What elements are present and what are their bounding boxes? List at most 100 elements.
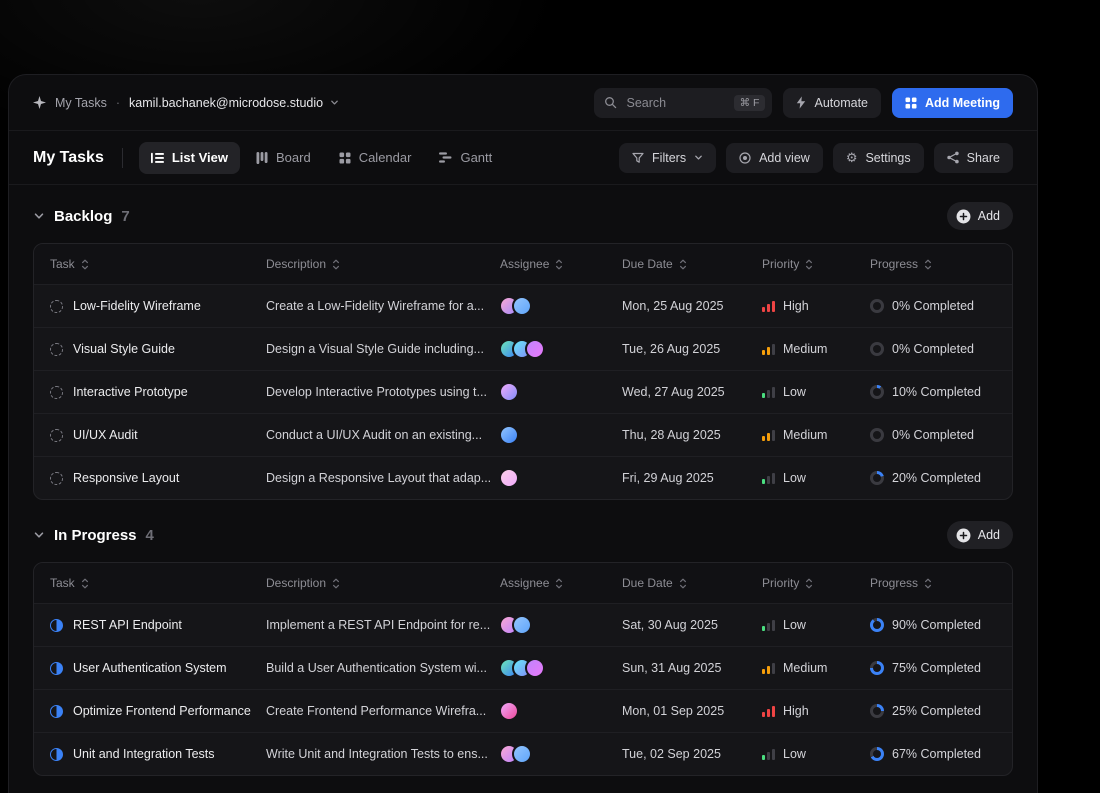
table-row[interactable]: REST API Endpoint Implement a REST API E… bbox=[34, 603, 1012, 646]
automate-button[interactable]: Automate bbox=[783, 87, 881, 118]
table-row[interactable]: Interactive Prototype Develop Interactiv… bbox=[34, 370, 1012, 413]
share-icon bbox=[946, 151, 959, 164]
table-header-row: Task Description Assignee Due Date Priority P… bbox=[34, 563, 1012, 603]
section-collapse-chevron-icon[interactable] bbox=[33, 210, 45, 222]
filters-label: Filters bbox=[652, 150, 687, 165]
progress-ring-icon bbox=[870, 618, 884, 632]
column-header-assignee[interactable]: Assignee bbox=[500, 257, 622, 271]
section-count: 7 bbox=[121, 207, 130, 225]
funnel-icon bbox=[632, 152, 644, 164]
progress-ring-icon bbox=[870, 385, 884, 399]
add-meeting-label: Add Meeting bbox=[925, 95, 1000, 110]
priority-icon bbox=[762, 705, 775, 717]
share-button[interactable]: Share bbox=[933, 142, 1013, 173]
tab-label: Board bbox=[275, 150, 311, 165]
progress-ring-icon bbox=[870, 661, 884, 675]
progress-label: 0% Completed bbox=[892, 342, 974, 356]
add-view-button[interactable]: Add view bbox=[726, 142, 823, 173]
gantt-icon bbox=[439, 152, 452, 163]
due-date: Sat, 30 Aug 2025 bbox=[622, 618, 718, 632]
column-header-due-date[interactable]: Due Date bbox=[622, 257, 762, 271]
board-icon bbox=[256, 151, 268, 164]
table-row[interactable]: Responsive Layout Design a Responsive La… bbox=[34, 456, 1012, 499]
settings-button[interactable]: ⚙ Settings bbox=[832, 142, 924, 173]
progress-ring-icon bbox=[870, 747, 884, 761]
column-header-task[interactable]: Task bbox=[50, 576, 266, 590]
search-input[interactable] bbox=[624, 94, 727, 111]
progress-ring-icon bbox=[870, 704, 884, 718]
filters-button[interactable]: Filters bbox=[619, 142, 717, 173]
task-name: User Authentication System bbox=[73, 661, 227, 675]
tab-gantt[interactable]: Gantt bbox=[427, 142, 504, 174]
table-row[interactable]: Unit and Integration Tests Write Unit an… bbox=[34, 732, 1012, 775]
task-description: Create Frontend Performance Wirefra... bbox=[266, 704, 487, 718]
section-count: 4 bbox=[145, 526, 154, 544]
column-header-priority[interactable]: Priority bbox=[762, 257, 870, 271]
table-row[interactable]: Optimize Frontend Performance Create Fro… bbox=[34, 689, 1012, 732]
progress-ring-icon bbox=[870, 428, 884, 442]
progress-ring-icon bbox=[870, 342, 884, 356]
tab-list-view[interactable]: List View bbox=[138, 141, 240, 174]
table-row[interactable]: Low-Fidelity Wireframe Create a Low-Fide… bbox=[34, 284, 1012, 327]
task-name: Interactive Prototype bbox=[73, 385, 188, 399]
sort-icon bbox=[81, 578, 89, 589]
plus-circle-icon bbox=[956, 528, 971, 543]
column-header-task[interactable]: Task bbox=[50, 257, 266, 271]
section-add-button[interactable]: Add bbox=[946, 202, 1013, 230]
column-header-description[interactable]: Description bbox=[266, 576, 500, 590]
priority-icon bbox=[762, 619, 775, 631]
due-date: Wed, 27 Aug 2025 bbox=[622, 385, 725, 399]
assignee-avatars bbox=[499, 701, 622, 721]
priority-label: Medium bbox=[783, 342, 828, 356]
task-section: In Progress 4 Add Task Description Assigne… bbox=[33, 520, 1013, 776]
plus-circle-icon bbox=[956, 209, 971, 224]
table-body: REST API Endpoint Implement a REST API E… bbox=[34, 603, 1012, 775]
avatar bbox=[525, 339, 545, 359]
column-header-progress[interactable]: Progress bbox=[870, 257, 996, 271]
breadcrumb: My Tasks · kamil.bachanek@microdose.stud… bbox=[33, 96, 339, 110]
column-header-progress[interactable]: Progress bbox=[870, 576, 996, 590]
top-bar: My Tasks · kamil.bachanek@microdose.stud… bbox=[9, 75, 1037, 131]
column-header-due-date[interactable]: Due Date bbox=[622, 576, 762, 590]
task-name: Responsive Layout bbox=[73, 471, 180, 485]
due-date: Fri, 29 Aug 2025 bbox=[622, 471, 714, 485]
sort-icon bbox=[924, 578, 932, 589]
search-box[interactable]: ⌘ F bbox=[594, 87, 773, 118]
assignee-avatars bbox=[499, 468, 622, 488]
section-collapse-chevron-icon[interactable] bbox=[33, 529, 45, 541]
sort-icon bbox=[679, 578, 687, 589]
section-add-button[interactable]: Add bbox=[946, 521, 1013, 549]
assignee-avatars bbox=[499, 339, 622, 359]
tab-board[interactable]: Board bbox=[244, 142, 323, 174]
sort-icon bbox=[924, 259, 932, 270]
sort-icon bbox=[555, 259, 563, 270]
settings-label: Settings bbox=[865, 150, 911, 165]
progress-label: 67% Completed bbox=[892, 747, 981, 761]
column-header-description[interactable]: Description bbox=[266, 257, 500, 271]
sort-icon bbox=[332, 259, 340, 270]
add-meeting-button[interactable]: Add Meeting bbox=[892, 87, 1013, 118]
due-date: Tue, 26 Aug 2025 bbox=[622, 342, 721, 356]
status-icon bbox=[50, 661, 63, 675]
column-header-priority[interactable]: Priority bbox=[762, 576, 870, 590]
progress-label: 10% Completed bbox=[892, 385, 981, 399]
table-row[interactable]: UI/UX Audit Conduct a UI/UX Audit on an … bbox=[34, 413, 1012, 456]
table-row[interactable]: User Authentication System Build a User … bbox=[34, 646, 1012, 689]
due-date: Mon, 01 Sep 2025 bbox=[622, 704, 725, 718]
account-switcher[interactable]: kamil.bachanek@microdose.studio bbox=[129, 96, 339, 110]
column-header-assignee[interactable]: Assignee bbox=[500, 576, 622, 590]
table-row[interactable]: Visual Style Guide Design a Visual Style… bbox=[34, 327, 1012, 370]
view-tabs: List View Board Calendar Gantt bbox=[138, 141, 504, 174]
chevron-down-icon bbox=[330, 98, 339, 107]
calendar-icon bbox=[339, 152, 351, 164]
assignee-avatars bbox=[499, 296, 622, 316]
tab-calendar[interactable]: Calendar bbox=[327, 142, 424, 174]
search-shortcut: ⌘ F bbox=[733, 94, 766, 111]
add-view-label: Add view bbox=[759, 150, 810, 165]
priority-label: Medium bbox=[783, 661, 828, 675]
priority-icon bbox=[762, 429, 775, 441]
status-icon bbox=[50, 299, 63, 313]
sort-icon bbox=[555, 578, 563, 589]
progress-ring-icon bbox=[870, 471, 884, 485]
priority-icon bbox=[762, 386, 775, 398]
